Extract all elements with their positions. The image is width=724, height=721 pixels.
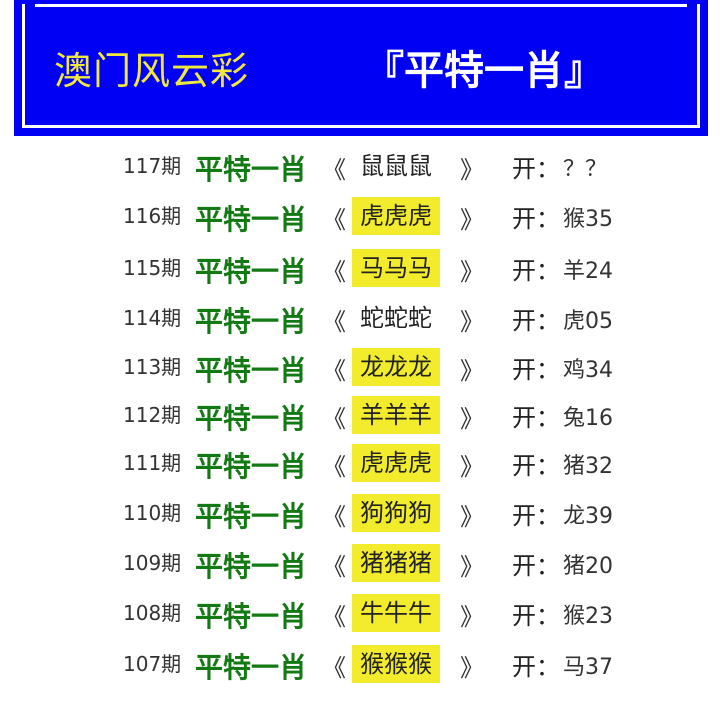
open-quote: 《 [322,357,346,385]
list-item: 115期 平特一肖《马马马》开： 羊24 [0,248,724,294]
close-quote: 》 [460,503,484,531]
period-label: 117期 [123,154,182,178]
zodiac-prediction: 虎虎虎 [352,444,440,482]
period-label: 115期 [123,256,182,280]
close-quote: 》 [460,453,484,481]
close-quote: 》 [460,156,484,184]
category-label: 平特一肖 [195,305,308,338]
period-label: 110期 [123,501,182,525]
list-item: 110期 平特一肖《狗狗狗》开： 龙39 [0,493,724,539]
draw-result: 羊24 [563,259,613,284]
period-label: 114期 [123,306,182,330]
close-quote: 》 [460,603,484,631]
close-quote: 》 [460,405,484,433]
category-label: 平特一肖 [195,255,308,288]
page-subtitle: 『平特一肖』 [364,48,604,94]
open-quote: 《 [322,258,346,286]
close-quote: 》 [460,553,484,581]
category-label: 平特一肖 [195,153,308,186]
open-quote: 《 [322,503,346,531]
open-label: 开： [512,205,560,233]
period-label: 116期 [123,204,182,228]
open-quote: 《 [322,405,346,433]
open-label: 开： [512,257,560,285]
open-label: 开： [512,602,560,630]
close-quote: 》 [460,206,484,234]
list-item: 108期 平特一肖《牛牛牛》开： 猴23 [0,593,724,639]
open-quote: 《 [322,553,346,581]
category-label: 平特一肖 [195,500,308,533]
list-item: 113期 平特一肖《龙龙龙》开： 鸡34 [0,347,724,393]
zodiac-prediction: 猴猴猴 [352,645,440,683]
close-quote: 》 [460,258,484,286]
open-label: 开： [512,404,560,432]
draw-result: 猴23 [563,604,613,629]
zodiac-prediction: 鼠鼠鼠 [360,152,432,180]
list-item: 112期 平特一肖《羊羊羊》开： 兔16 [0,395,724,441]
open-label: 开： [512,307,560,335]
zodiac-prediction: 虎虎虎 [352,197,440,235]
category-label: 平特一肖 [195,203,308,236]
close-quote: 》 [460,308,484,336]
period-label: 111期 [123,451,182,475]
draw-result: 马37 [563,655,613,680]
list-item: 107期 平特一肖《猴猴猴》开： 马37 [0,644,724,690]
list-item: 111期 平特一肖《虎虎虎》开： 猪32 [0,443,724,489]
open-quote: 《 [322,156,346,184]
period-label: 108期 [123,601,182,625]
close-quote: 》 [460,654,484,682]
open-quote: 《 [322,453,346,481]
open-label: 开： [512,653,560,681]
list-item: 117期 平特一肖《鼠鼠鼠》开：？？ [0,146,724,192]
open-quote: 《 [322,308,346,336]
header-banner: 澳门风云彩 『平特一肖』 [14,0,708,136]
banner-frame [22,2,700,128]
draw-result: 鸡34 [563,358,613,383]
open-quote: 《 [322,654,346,682]
zodiac-prediction: 狗狗狗 [352,494,440,532]
page-title: 澳门风云彩 [54,49,250,93]
period-label: 113期 [123,355,182,379]
draw-result: 虎05 [563,309,613,334]
zodiac-prediction: 猪猪猪 [352,544,440,582]
draw-result: 猪32 [563,454,613,479]
period-label: 107期 [123,652,182,676]
open-label: 开： [512,452,560,480]
category-label: 平特一肖 [195,450,308,483]
period-label: 109期 [123,551,182,575]
zodiac-prediction: 蛇蛇蛇 [360,304,432,332]
open-label: 开： [512,502,560,530]
draw-result: 龙39 [563,504,613,529]
category-label: 平特一肖 [195,600,308,633]
zodiac-prediction: 马马马 [352,249,440,287]
category-label: 平特一肖 [195,651,308,684]
draw-result: 兔16 [563,406,613,431]
open-quote: 《 [322,206,346,234]
open-label: 开： [512,356,560,384]
zodiac-prediction: 牛牛牛 [352,594,440,632]
draw-result: 猴35 [563,207,613,232]
draw-result: 猪20 [563,554,613,579]
list-item: 116期 平特一肖《虎虎虎》开： 猴35 [0,196,724,242]
open-label: 开： [512,552,560,580]
list-item: 114期 平特一肖《蛇蛇蛇》开： 虎05 [0,298,724,344]
period-label: 112期 [123,403,182,427]
category-label: 平特一肖 [195,354,308,387]
close-quote: 》 [460,357,484,385]
open-quote: 《 [322,603,346,631]
list-item: 109期 平特一肖《猪猪猪》开： 猪20 [0,543,724,589]
draw-result: ？？ [563,157,608,182]
open-label: 开： [512,155,560,183]
zodiac-prediction: 龙龙龙 [352,348,440,386]
zodiac-prediction: 羊羊羊 [352,396,440,434]
category-label: 平特一肖 [195,402,308,435]
category-label: 平特一肖 [195,550,308,583]
